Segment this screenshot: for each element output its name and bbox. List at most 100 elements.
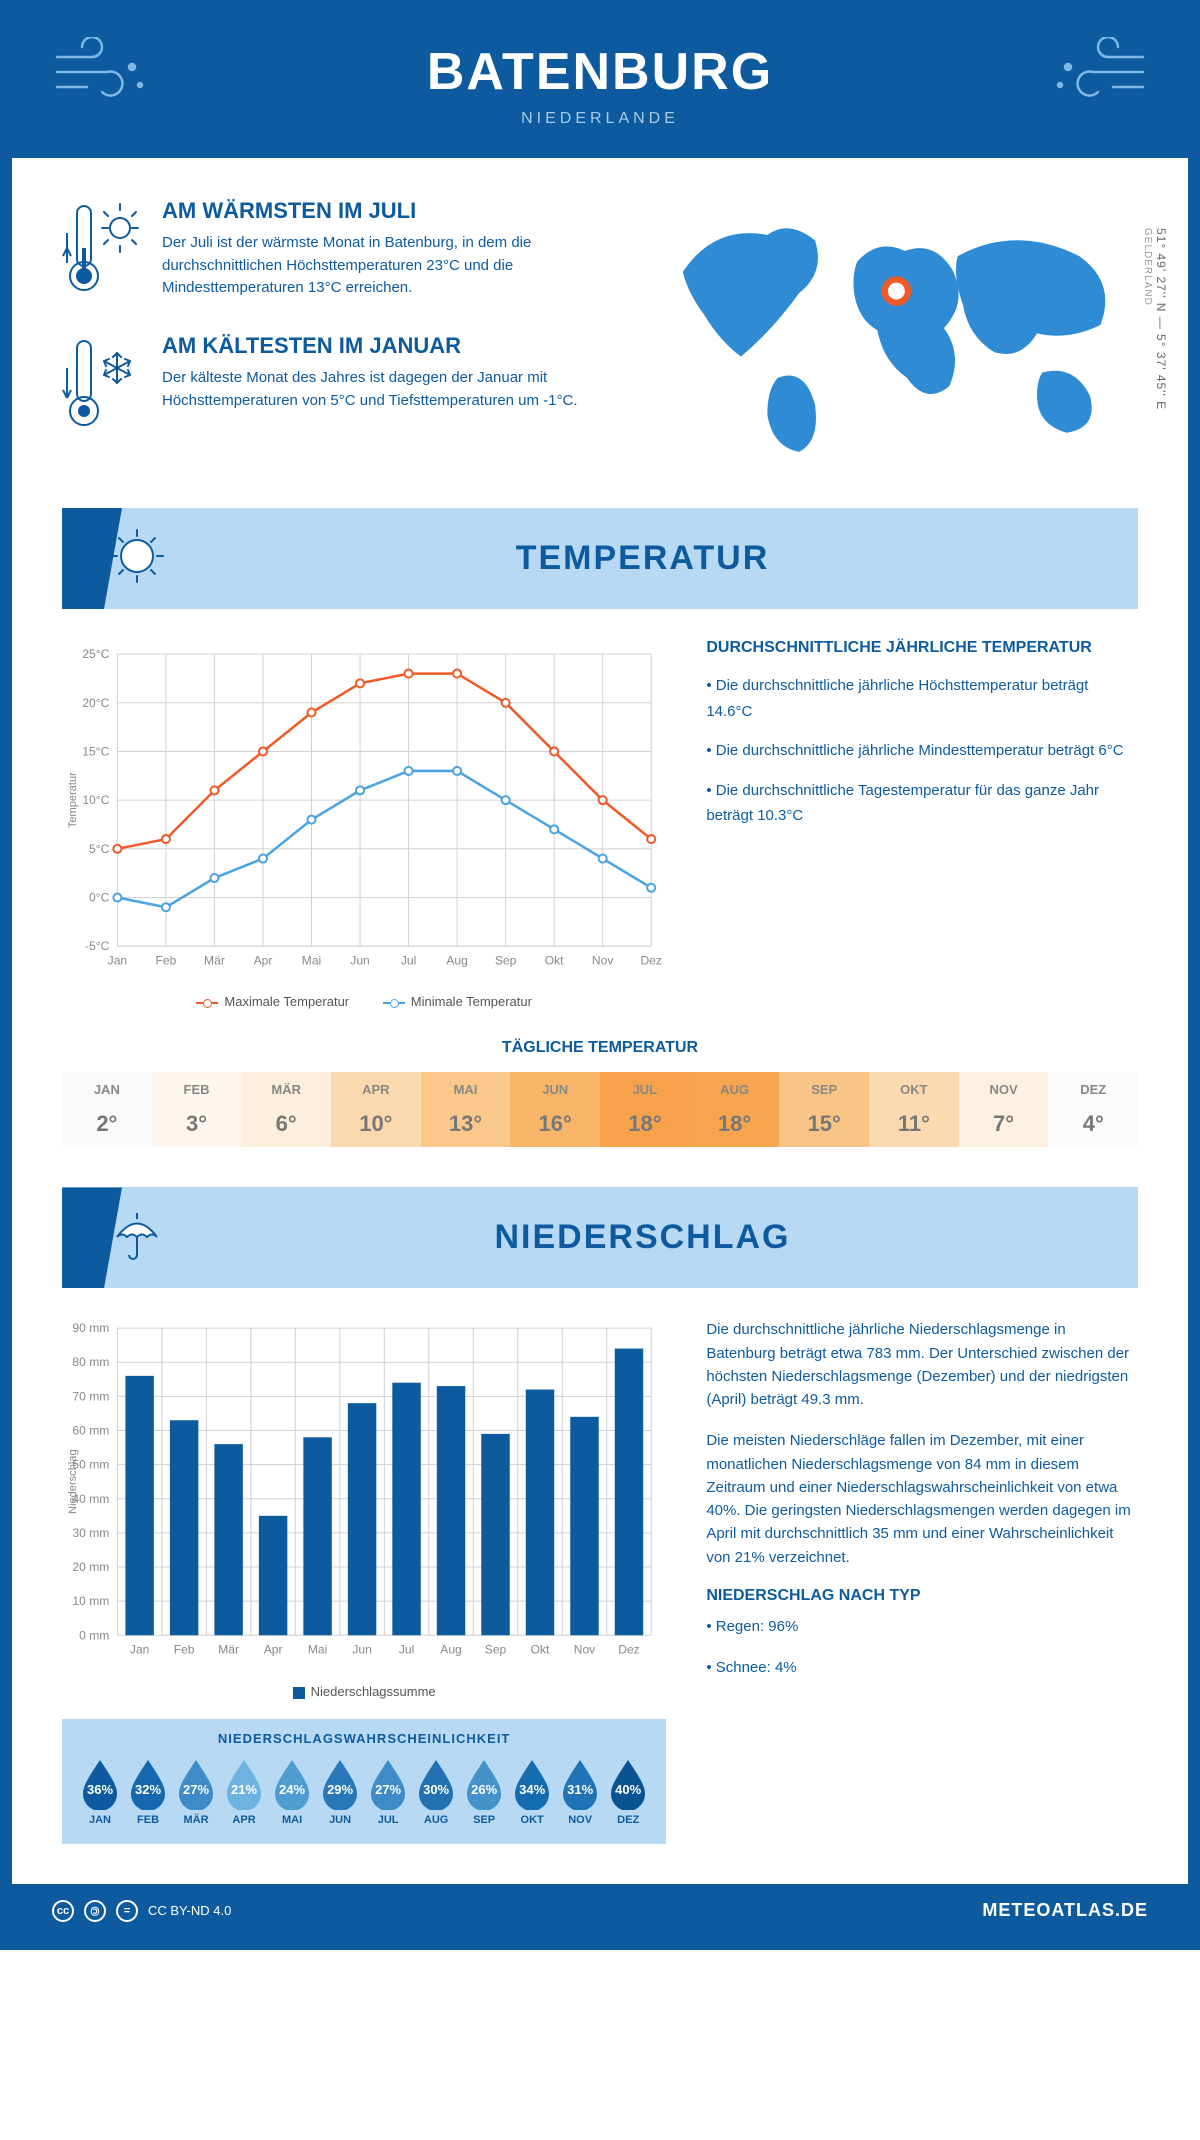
temp-bullet1: • Die durchschnittliche jährliche Höchst…: [706, 673, 1138, 724]
region-text: GELDERLAND: [1142, 228, 1153, 306]
precip-text: Die durchschnittliche jährliche Niedersc…: [706, 1318, 1138, 1844]
temperature-summary: DURCHSCHNITTLICHE JÄHRLICHE TEMPERATUR •…: [706, 639, 1138, 1009]
coldest-title: AM KÄLTESTEN IM JANUAR: [162, 333, 621, 359]
svg-text:Aug: Aug: [446, 953, 468, 967]
daily-cell: DEZ4°: [1048, 1072, 1138, 1147]
thermometer-snow-icon: [62, 333, 142, 438]
svg-text:Okt: Okt: [545, 953, 564, 967]
svg-text:Feb: Feb: [156, 953, 177, 967]
world-map-icon: [651, 198, 1138, 462]
nd-icon: =: [116, 1900, 138, 1922]
svg-text:-5°C: -5°C: [85, 939, 110, 953]
svg-text:Sep: Sep: [495, 953, 517, 967]
warmest-title: AM WÄRMSTEN IM JULI: [162, 198, 621, 224]
daily-cell: SEP15°: [779, 1072, 869, 1147]
license-block: cc 🄯 = CC BY-ND 4.0: [52, 1900, 231, 1922]
precip-para2: Die meisten Niederschläge fallen im Deze…: [706, 1429, 1138, 1569]
svg-text:Temperatur: Temperatur: [67, 772, 79, 828]
probability-drop: 29%JUN: [318, 1756, 362, 1826]
content: AM WÄRMSTEN IM JULI Der Juli ist der wär…: [12, 158, 1188, 1884]
coldest-text: Der kälteste Monat des Jahres ist dagege…: [162, 367, 621, 412]
daily-cell: AUG18°: [690, 1072, 780, 1147]
svg-text:Jan: Jan: [108, 953, 127, 967]
svg-text:5°C: 5°C: [89, 842, 110, 856]
probability-box: NIEDERSCHLAGSWAHRSCHEINLICHKEIT 36%JAN32…: [62, 1719, 666, 1844]
precip-type-title: NIEDERSCHLAG NACH TYP: [706, 1587, 1138, 1605]
temperature-chart: -5°C0°C5°C10°C15°C20°C25°CJanFebMärAprMa…: [62, 639, 666, 1009]
svg-text:15°C: 15°C: [82, 744, 109, 758]
svg-text:20°C: 20°C: [82, 696, 109, 710]
precip-para1: Die durchschnittliche jährliche Niedersc…: [706, 1318, 1138, 1411]
wind-icon: [1048, 37, 1148, 112]
temp-legend: Maximale Temperatur Minimale Temperatur: [62, 994, 666, 1009]
temp-summary-title: DURCHSCHNITTLICHE JÄHRLICHE TEMPERATUR: [706, 639, 1138, 657]
daily-cell: FEB3°: [152, 1072, 242, 1147]
svg-text:Sep: Sep: [485, 1643, 507, 1657]
daily-cell: NOV7°: [959, 1072, 1049, 1147]
svg-text:90 mm: 90 mm: [72, 1322, 109, 1336]
precip-legend: Niederschlagssumme: [62, 1684, 666, 1699]
probability-drop: 31%NOV: [558, 1756, 602, 1826]
svg-text:Dez: Dez: [618, 1643, 639, 1657]
svg-text:20 mm: 20 mm: [72, 1560, 109, 1574]
coords-text: 51° 49' 27'' N — 5° 37' 45'' E: [1154, 228, 1168, 410]
svg-text:Niederschlag: Niederschlag: [67, 1450, 79, 1515]
svg-text:Jul: Jul: [401, 953, 416, 967]
svg-text:Jun: Jun: [350, 953, 369, 967]
precip-section-header: NIEDERSCHLAG: [62, 1187, 1138, 1288]
daily-cell: OKT11°: [869, 1072, 959, 1147]
probability-drop: 40%DEZ: [606, 1756, 650, 1826]
svg-text:Dez: Dez: [640, 953, 661, 967]
header: BATENBURG NIEDERLANDE: [12, 12, 1188, 158]
svg-text:Nov: Nov: [574, 1643, 595, 1657]
license-text: CC BY-ND 4.0: [148, 1903, 231, 1918]
svg-text:Mär: Mär: [204, 953, 225, 967]
prob-row: 36%JAN32%FEB27%MÄR21%APR24%MAI29%JUN27%J…: [77, 1756, 651, 1826]
svg-text:10°C: 10°C: [82, 793, 109, 807]
svg-text:30 mm: 30 mm: [72, 1526, 109, 1540]
svg-text:Aug: Aug: [440, 1643, 461, 1657]
svg-text:Nov: Nov: [592, 953, 613, 967]
temperature-row: -5°C0°C5°C10°C15°C20°C25°CJanFebMärAprMa…: [62, 639, 1138, 1009]
daily-cell: JAN2°: [62, 1072, 152, 1147]
site-name: METEOATLAS.DE: [982, 1900, 1148, 1921]
probability-drop: 24%MAI: [270, 1756, 314, 1826]
temperature-section-header: TEMPERATUR: [62, 508, 1138, 609]
warmest-fact: AM WÄRMSTEN IM JULI Der Juli ist der wär…: [62, 198, 621, 303]
intro-facts: AM WÄRMSTEN IM JULI Der Juli ist der wär…: [62, 198, 621, 468]
daily-title: TÄGLICHE TEMPERATUR: [62, 1039, 1138, 1057]
svg-text:25°C: 25°C: [82, 647, 109, 661]
probability-drop: 34%OKT: [510, 1756, 554, 1826]
umbrella-icon: [107, 1205, 167, 1270]
daily-grid: JAN2°FEB3°MÄR6°APR10°MAI13°JUN16°JUL18°A…: [62, 1072, 1138, 1147]
precip-left: 0 mm10 mm20 mm30 mm40 mm50 mm60 mm70 mm8…: [62, 1318, 666, 1844]
cc-icon: cc: [52, 1900, 74, 1922]
svg-text:Jun: Jun: [352, 1643, 371, 1657]
wind-icon: [52, 37, 152, 112]
prob-title: NIEDERSCHLAGSWAHRSCHEINLICHKEIT: [77, 1731, 651, 1746]
temp-bullet3: • Die durchschnittliche Tagestemperatur …: [706, 778, 1138, 829]
daily-cell: JUL18°: [600, 1072, 690, 1147]
footer: cc 🄯 = CC BY-ND 4.0 METEOATLAS.DE: [12, 1884, 1188, 1938]
infographic-page: BATENBURG NIEDERLANDE AM WÄRMSTEN IM JUL…: [0, 0, 1200, 1950]
precip-type1: • Regen: 96%: [706, 1615, 1138, 1638]
legend-min: Minimale Temperatur: [411, 994, 532, 1009]
coldest-fact: AM KÄLTESTEN IM JANUAR Der kälteste Mona…: [62, 333, 621, 438]
svg-text:Mai: Mai: [308, 1643, 327, 1657]
probability-drop: 36%JAN: [78, 1756, 122, 1826]
svg-text:0 mm: 0 mm: [79, 1629, 109, 1643]
by-icon: 🄯: [84, 1900, 106, 1922]
probability-drop: 27%JUL: [366, 1756, 410, 1826]
svg-text:Apr: Apr: [264, 1643, 283, 1657]
svg-text:Feb: Feb: [174, 1643, 195, 1657]
svg-text:Jul: Jul: [399, 1643, 414, 1657]
probability-drop: 30%AUG: [414, 1756, 458, 1826]
legend-max: Maximale Temperatur: [224, 994, 349, 1009]
precip-bar-chart: 0 mm10 mm20 mm30 mm40 mm50 mm60 mm70 mm8…: [62, 1318, 666, 1671]
precip-legend-label: Niederschlagssumme: [311, 1684, 436, 1699]
daily-cell: APR10°: [331, 1072, 421, 1147]
sun-icon: [107, 526, 167, 591]
daily-cell: MAI13°: [421, 1072, 511, 1147]
svg-text:60 mm: 60 mm: [72, 1424, 109, 1438]
svg-text:Mai: Mai: [302, 953, 321, 967]
